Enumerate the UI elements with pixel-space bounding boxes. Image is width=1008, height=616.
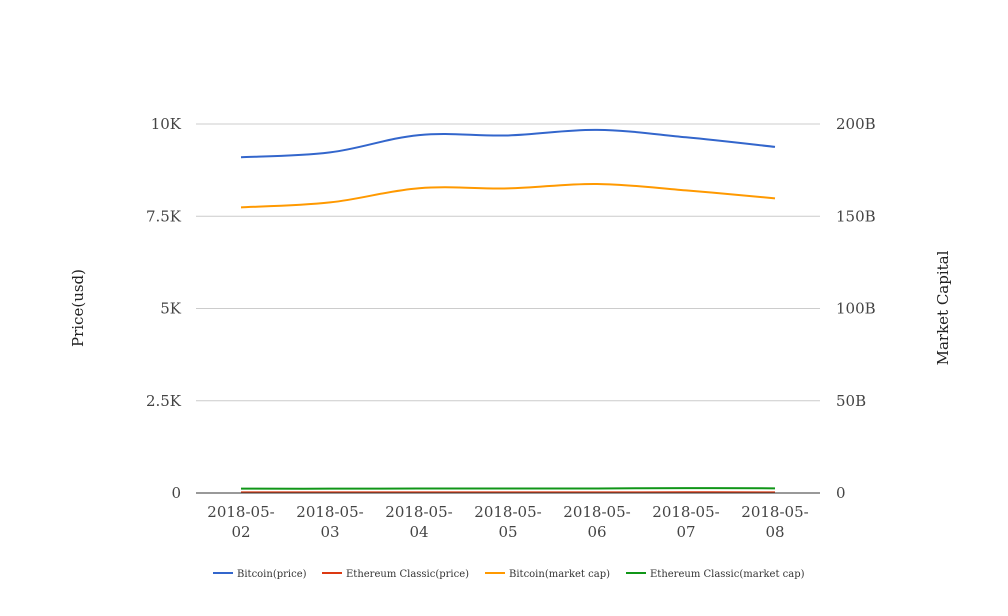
x-tick-label-line: 2018-05-: [385, 503, 452, 521]
x-tick-label: 2018-05- 08: [741, 503, 808, 541]
axes: 0 2.5K 5K 7.5K 10K 0 50B 100B 150B 200B 2018-05- 02…: [146, 115, 876, 541]
x-tick-label: 2018-05- 05: [474, 503, 541, 541]
legend: Bitcoin(price) Ethereum Classic(price) Bit…: [213, 569, 805, 580]
x-tick-label-line: 08: [765, 523, 784, 541]
y-right-tick-label: 200B: [836, 115, 876, 133]
x-tick-label: 2018-05- 04: [385, 503, 452, 541]
x-tick-label: 2018-05- 02: [207, 503, 274, 541]
series-line-bitcoin-price: [240, 128, 776, 159]
x-tick-label-line: 2018-05-: [741, 503, 808, 521]
legend-item: Ethereum Classic(price): [322, 569, 469, 580]
y-right-tick-label: 150B: [836, 207, 876, 225]
legend-label: Ethereum Classic(price): [346, 569, 469, 580]
y-axis-left-title: Price(usd): [69, 269, 87, 347]
x-tick-label-line: 02: [231, 523, 250, 541]
y-right-tick-label: 100B: [836, 300, 876, 318]
legend-item: Bitcoin(market cap): [485, 569, 610, 580]
x-tick-label: 2018-05- 07: [652, 503, 719, 541]
y-right-tick-label: 0: [836, 484, 846, 502]
y-right-tick-label: 50B: [836, 392, 866, 410]
x-tick-label-line: 2018-05-: [474, 503, 541, 521]
x-tick-label-line: 2018-05-: [296, 503, 363, 521]
x-tick-label: 2018-05- 06: [563, 503, 630, 541]
y-left-tick-label: 7.5K: [146, 207, 182, 225]
gridlines: [196, 123, 820, 402]
x-tick-label-line: 06: [587, 523, 606, 541]
legend-item: Ethereum Classic(market cap): [626, 569, 805, 580]
y-left-tick-label: 0: [171, 484, 181, 502]
y-left-tick-label: 2.5K: [146, 392, 182, 410]
y-left-tick-label: 10K: [151, 115, 182, 133]
x-tick-label: 2018-05- 03: [296, 503, 363, 541]
x-tick-label-line: 03: [320, 523, 339, 541]
x-tick-label-line: 2018-05-: [563, 503, 630, 521]
legend-label: Bitcoin(price): [237, 569, 307, 580]
x-tick-label-line: 07: [676, 523, 695, 541]
series-line-bitcoin-market-cap: [240, 182, 776, 209]
legend-item: Bitcoin(price): [213, 569, 307, 580]
x-tick-label-line: 2018-05-: [652, 503, 719, 521]
y-axis-right-title: Market Capital: [934, 250, 952, 365]
x-tick-label-line: 2018-05-: [207, 503, 274, 521]
y-left-tick-label: 5K: [160, 300, 182, 318]
legend-label: Bitcoin(market cap): [509, 569, 610, 580]
x-tick-label-line: 04: [409, 523, 428, 541]
series-line-ethereum-classic-market-cap: [240, 487, 776, 490]
series-lines: [240, 128, 776, 494]
legend-label: Ethereum Classic(market cap): [650, 569, 805, 580]
x-tick-label-line: 05: [498, 523, 517, 541]
